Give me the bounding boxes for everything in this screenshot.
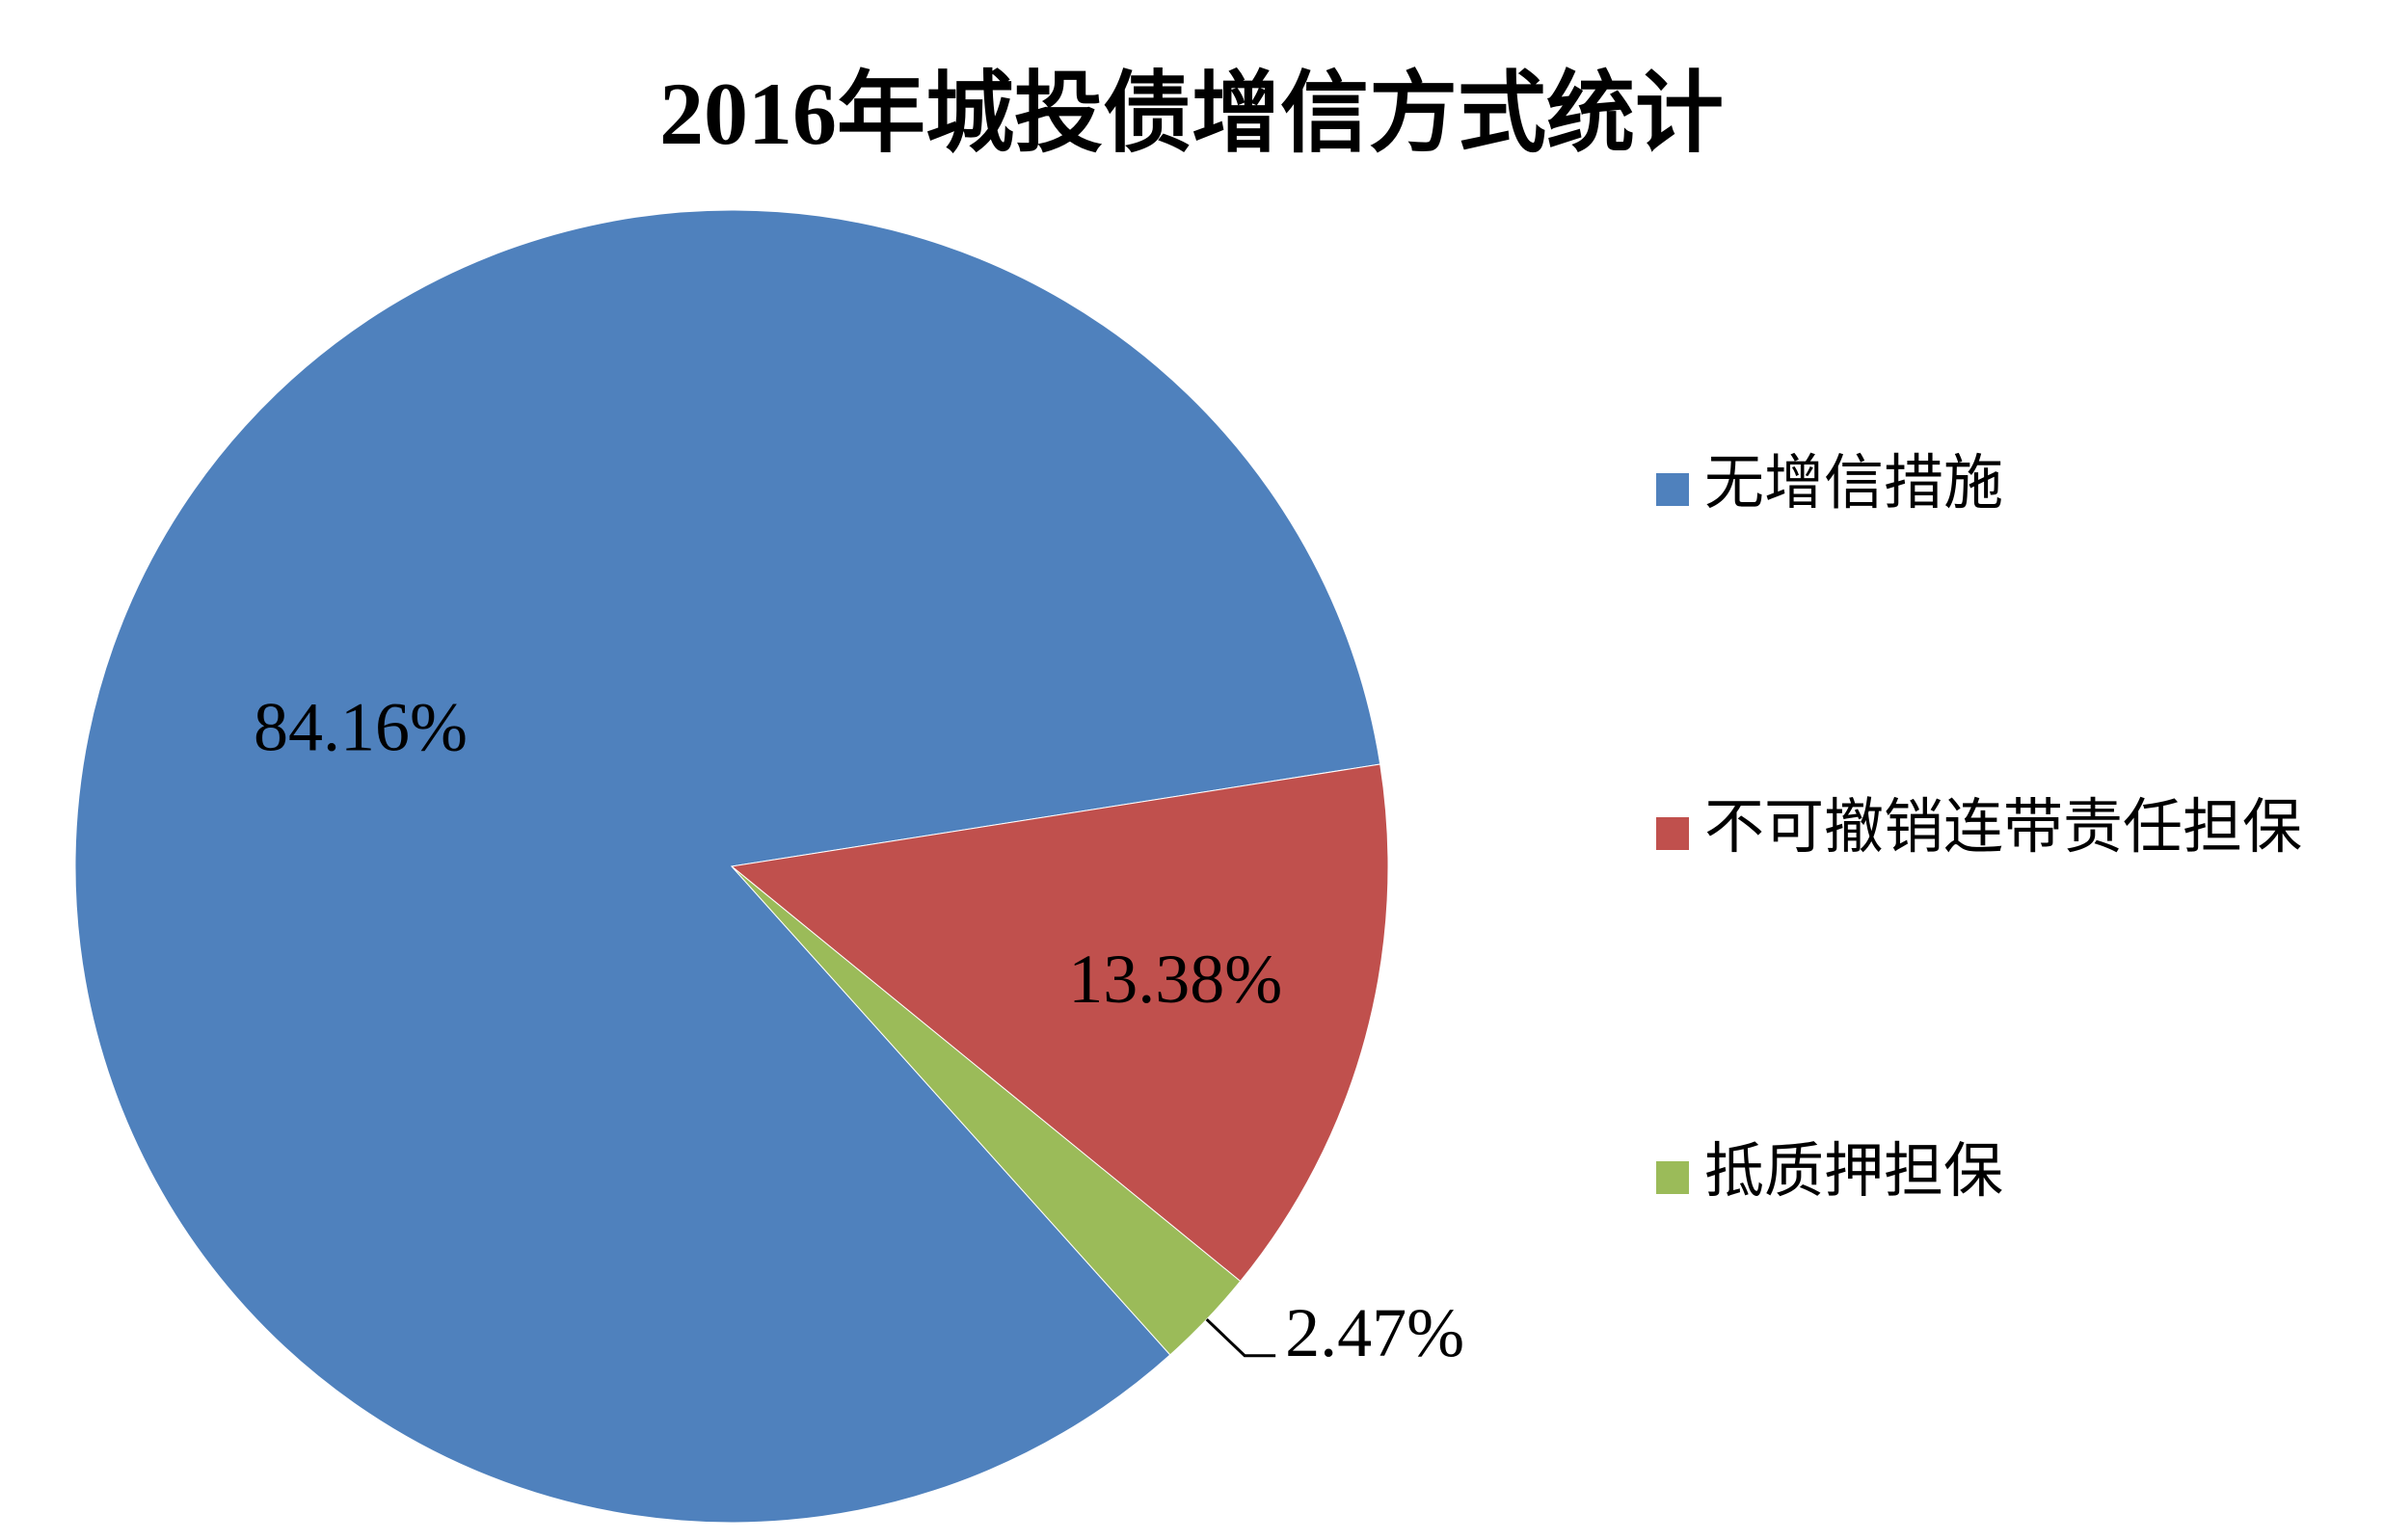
legend-text: 抵质押担保 bbox=[1704, 1139, 2003, 1205]
pie-slice bbox=[731, 865, 1242, 1356]
legend-swatch bbox=[1656, 473, 1689, 506]
value-label: 84.16% bbox=[254, 689, 468, 766]
leader-line bbox=[1205, 1318, 1276, 1358]
chart-title: 2016年城投债增信方式统计 bbox=[659, 65, 1724, 163]
legend-swatch bbox=[1656, 817, 1689, 850]
legend-swatch bbox=[1656, 1161, 1689, 1194]
legend-text: 不可撤销连带责任担保 bbox=[1704, 795, 2302, 861]
value-label: 2.47% bbox=[1285, 1294, 1464, 1371]
legend-text: 无增信措施 bbox=[1704, 451, 2003, 517]
pie-slice bbox=[730, 763, 1389, 1283]
value-label: 13.38% bbox=[1068, 941, 1282, 1018]
pie-slice bbox=[74, 209, 1381, 1524]
